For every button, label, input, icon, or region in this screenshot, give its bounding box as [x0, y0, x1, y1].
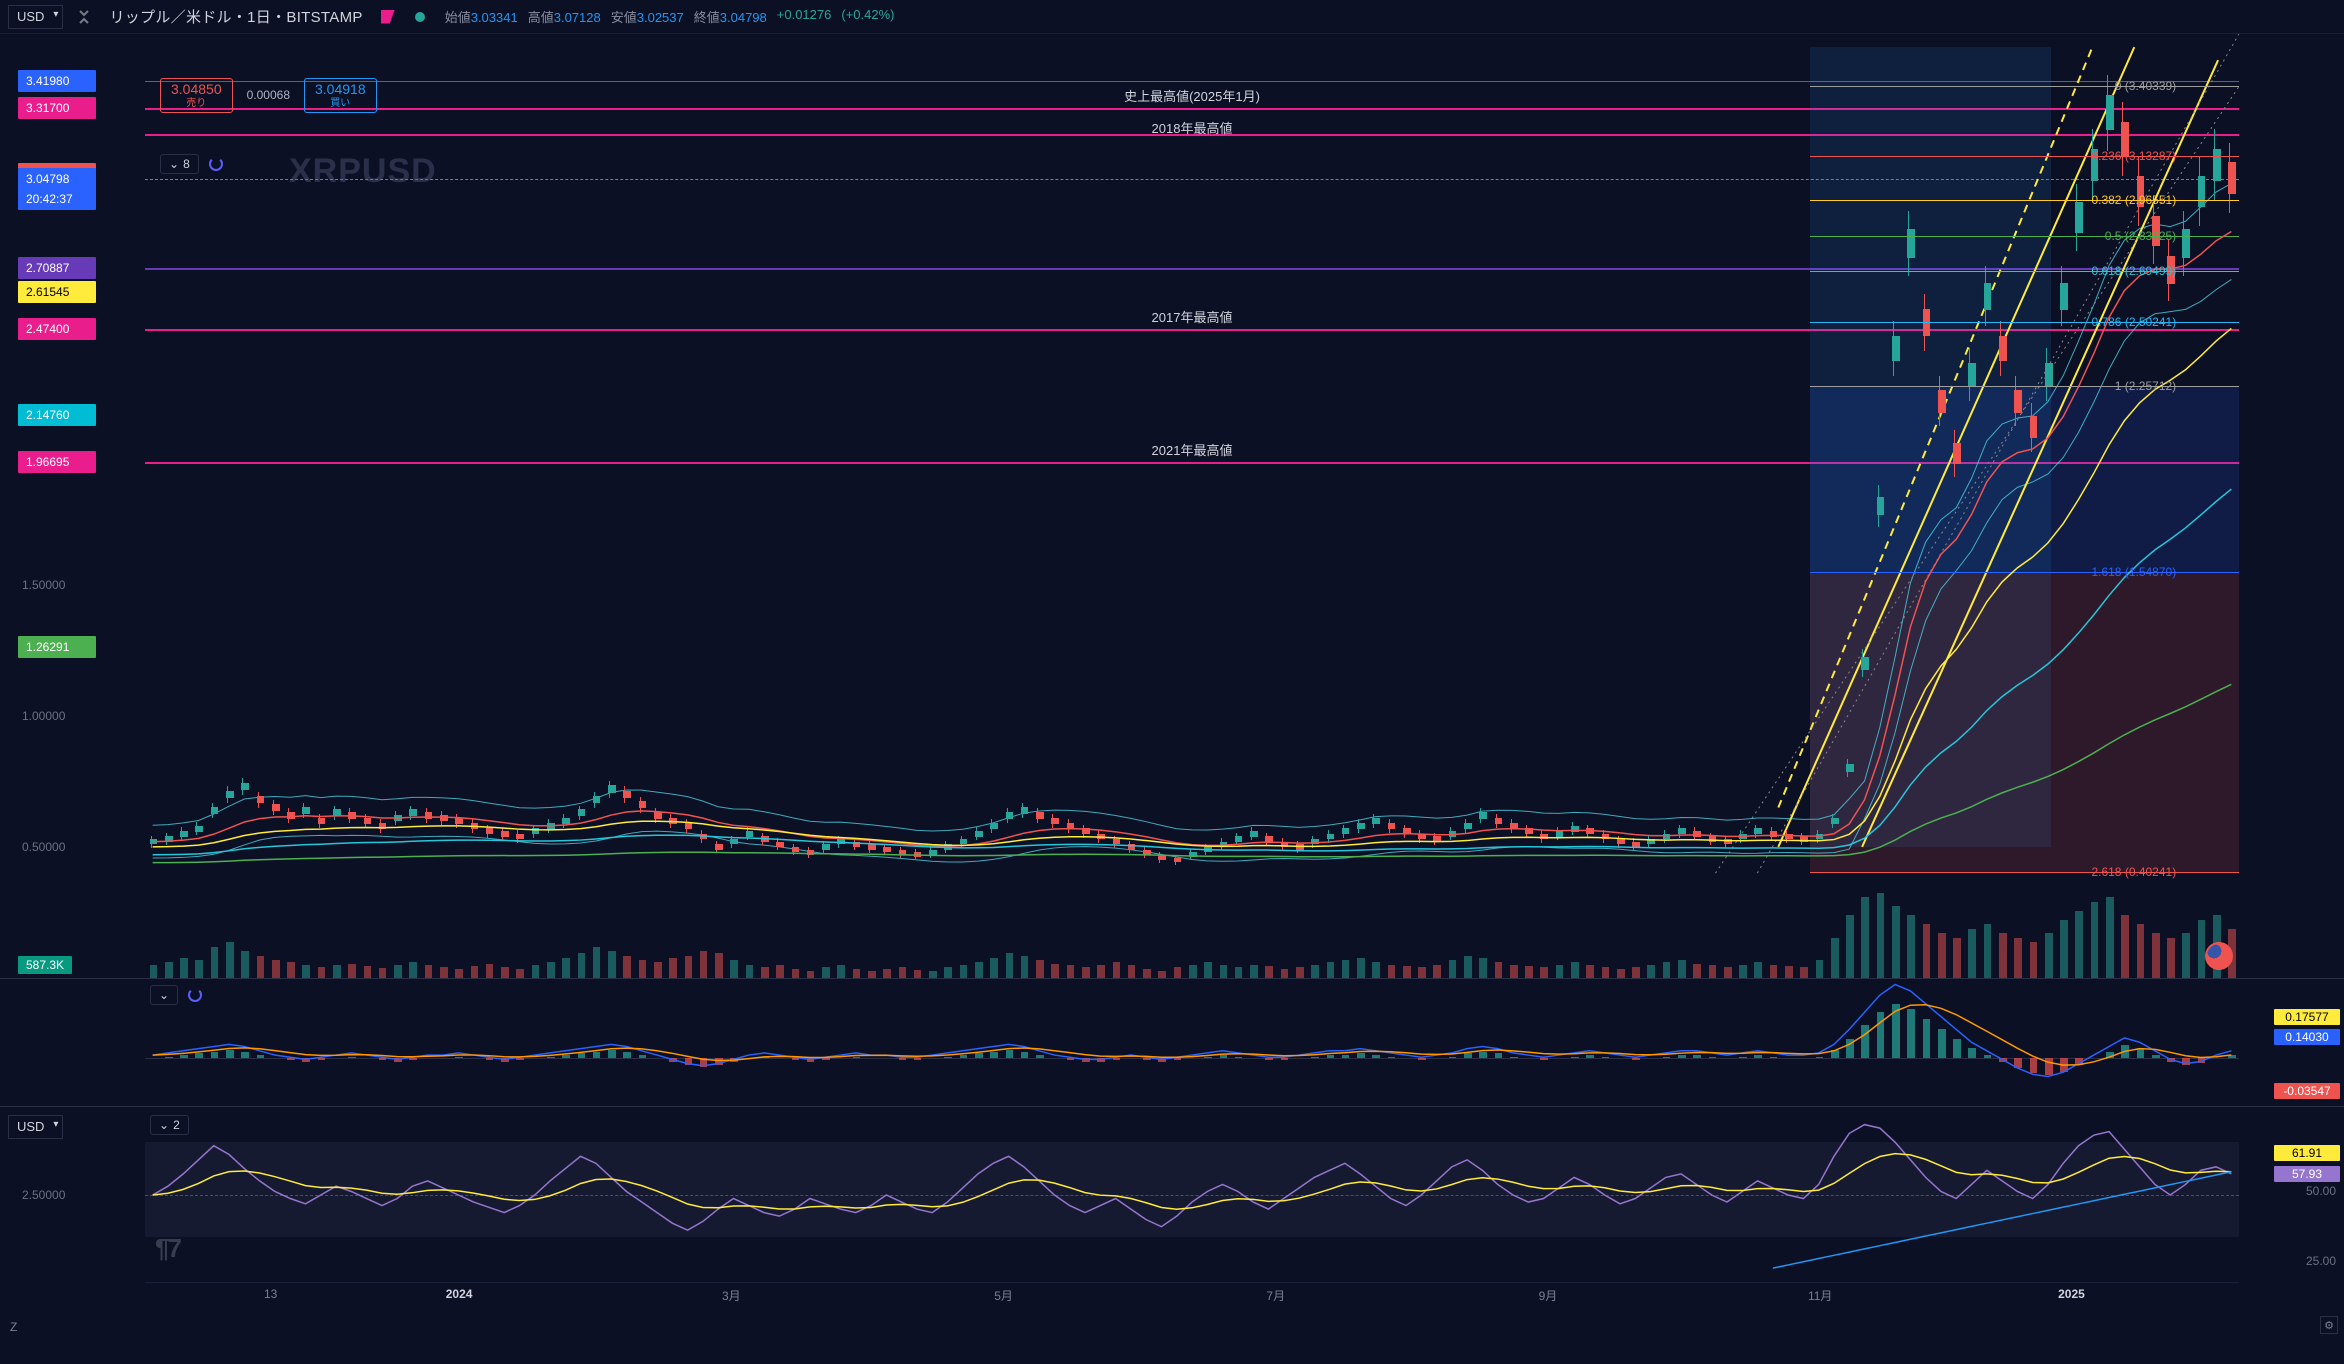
price-tag: 20:42:37: [18, 188, 96, 210]
refresh-icon[interactable]: [188, 988, 202, 1002]
time-tick: 2024: [446, 1287, 473, 1301]
time-tick: 13: [264, 1287, 277, 1301]
xrp-icon: [77, 8, 95, 26]
time-tick: 2025: [2058, 1287, 2085, 1301]
symbol-title: リップル／米ドル・1日・BITSTAMP: [109, 6, 362, 27]
time-axis[interactable]: 13 2024 3月 5月 7月 9月 11月 2025: [145, 1282, 2239, 1338]
time-tick: 3月: [722, 1287, 741, 1304]
chevron-down-icon: ⌄: [169, 157, 179, 171]
rsi-tick: 50.00: [2306, 1184, 2336, 1198]
chart-annotation[interactable]: 2021年最高値: [1152, 440, 1233, 459]
macd-toggle[interactable]: ⌄: [150, 985, 178, 1005]
price-axis-right[interactable]: [2239, 34, 2344, 978]
rsi-tick: 25.00: [2306, 1254, 2336, 1268]
buy-button[interactable]: 3.04918 買い: [304, 78, 377, 113]
ma-line: [153, 328, 2232, 846]
spread-value: 0.00068: [247, 88, 290, 102]
indicator-toggle: ⌄ 8: [160, 154, 223, 174]
fib-level-label: 0.786 (2.50241): [2091, 315, 2176, 329]
rsi-value-tag: 61.91: [2274, 1145, 2340, 1161]
macd-value-tag: -0.03547: [2274, 1083, 2340, 1099]
macd-value-tag: 0.14030: [2274, 1029, 2340, 1045]
fib-level-label: 1.618 (1.54870): [2091, 565, 2176, 579]
price-axis-left[interactable]: 3.419803.317003.064363.0479820:42:372.70…: [0, 34, 145, 978]
rsi-panel[interactable]: USD ⌄ 2 2.50000 61.91 57.93 50.00 25.00 ¶7: [0, 1106, 2344, 1282]
macd-panel[interactable]: ⌄ 0.17577 0.14030 -0.03547: [0, 978, 2344, 1106]
indicator-count-toggle[interactable]: ⌄ 8: [160, 154, 199, 174]
ma-line: [153, 489, 2232, 855]
price-tag: 2.47400: [18, 318, 96, 340]
refresh-icon[interactable]: [209, 157, 223, 171]
fib-level-label: 0.236 (3.13287): [2091, 149, 2176, 163]
price-tag: 2.14760: [18, 404, 96, 426]
price-tag: 1.96695: [18, 451, 96, 473]
currency-select[interactable]: USD: [8, 5, 63, 29]
top-bar: USD リップル／米ドル・1日・BITSTAMP 始値3.03341 高値3.0…: [0, 0, 2344, 34]
price-tag: 3.31700: [18, 97, 96, 119]
y-tick: 0.50000: [22, 840, 65, 854]
time-tick: 5月: [994, 1287, 1013, 1304]
macd-value-tag: 0.17577: [2274, 1009, 2340, 1025]
flag-icon: [381, 10, 395, 24]
y-tick: 1.00000: [22, 709, 65, 723]
chevron-down-icon: ⌄: [159, 988, 169, 1002]
price-tag: 1.26291: [18, 636, 96, 658]
market-status-icon: [415, 12, 425, 22]
chevron-down-icon: ⌄: [159, 1118, 169, 1132]
rsi-currency-select[interactable]: USD: [8, 1115, 63, 1139]
rsi-value-tag: 57.93: [2274, 1166, 2340, 1182]
main-chart-panel[interactable]: 3.419803.317003.064363.0479820:42:372.70…: [0, 34, 2344, 978]
fib-level-label: 1 (2.25712): [2115, 379, 2176, 393]
fib-level-label: 0.5 (2.83025): [2105, 229, 2176, 243]
bid-ask-panel: 3.04850 売り 0.00068 3.04918 買い: [160, 78, 377, 113]
main-chart-area[interactable]: XRPUSD 0 (3.40339)0.236 (3.13287)0.382 (…: [145, 34, 2239, 978]
tradingview-logo: ¶7: [155, 1233, 180, 1264]
time-tick: 7月: [1266, 1287, 1285, 1304]
fib-level-label: 0.618 (2.69499): [2091, 264, 2176, 278]
price-tag: 2.70887: [18, 257, 96, 279]
chart-annotation[interactable]: 史上最高値(2025年1月): [1124, 86, 1260, 105]
chart-annotation[interactable]: 2017年最高値: [1152, 307, 1233, 326]
price-tag: 3.04798: [18, 168, 96, 190]
fib-level-label: 0 (3.40339): [2115, 79, 2176, 93]
settings-gear-icon[interactable]: ⚙: [2320, 1316, 2338, 1334]
time-tick: 11月: [1808, 1287, 1832, 1304]
price-tag: 3.41980: [18, 70, 96, 92]
fib-level-label: 0.382 (2.96551): [2091, 193, 2176, 207]
time-tick: 9月: [1539, 1287, 1558, 1304]
volume-tag: 587.3K: [18, 956, 72, 974]
timezone-label[interactable]: Z: [10, 1320, 17, 1334]
sell-button[interactable]: 3.04850 売り: [160, 78, 233, 113]
ohlc-readout: 始値3.03341 高値3.07128 安値3.02537 終値3.04798 …: [445, 7, 895, 26]
rsi-toggle[interactable]: ⌄ 2: [150, 1115, 189, 1135]
y-tick: 1.50000: [22, 578, 65, 592]
rsi-left-tick: 2.50000: [22, 1188, 65, 1202]
country-badge-icon: [2205, 942, 2233, 970]
fib-level-label: 2.618 (0.40241): [2091, 865, 2176, 879]
price-tag: 2.61545: [18, 281, 96, 303]
chart-annotation[interactable]: 2018年最高値: [1152, 118, 1233, 137]
